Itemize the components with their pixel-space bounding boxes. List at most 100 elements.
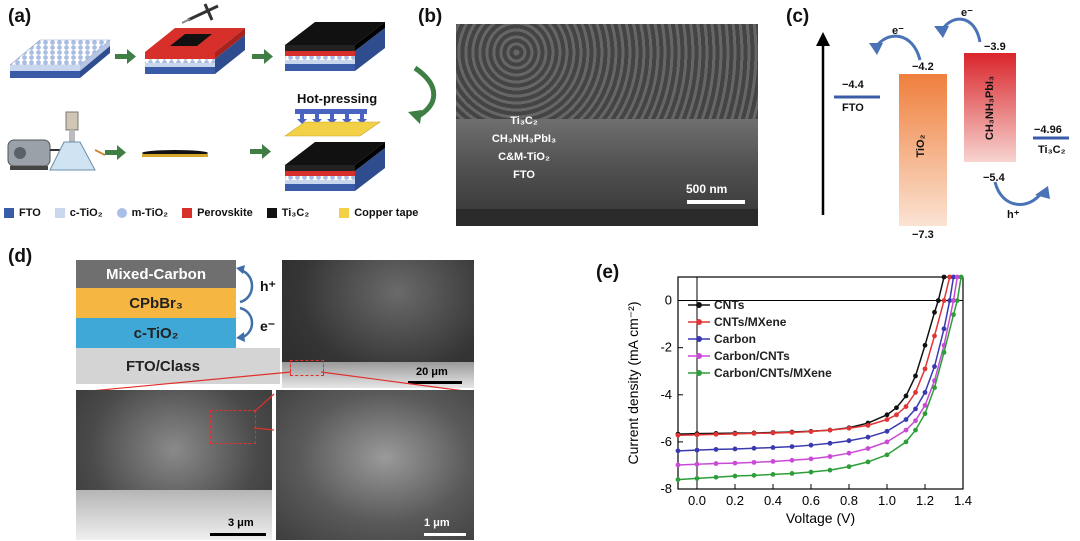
series-point-2 [941,326,947,332]
series-point-1 [732,431,738,437]
charge-arrows-d [236,265,254,342]
series-point-2 [827,440,833,446]
legend-perovskite-label: Perovskite [197,207,253,219]
hot-pressing-arrows [284,109,381,137]
series-point-3 [865,446,871,451]
ti3c2-value: −4.96 [1034,124,1062,136]
fto-label: FTO [842,102,864,114]
jv-chart: 0.0 0.2 0.4 0.6 0.8 1.0 1.2 1.4 0 -2 -4 -6 -8 Voltage… [625,274,972,526]
series-point-0 [903,393,909,399]
series-point-4 [751,472,757,478]
series-point-1 [694,432,700,438]
scale-bar-d3 [424,533,466,536]
x-tick-label: 0.0 [688,493,706,508]
pipette-icon [181,3,219,24]
layer-c-tio2: c-TiO₂ [76,318,236,348]
panel-a-legend: FTO c-TiO₂ m-TiO₂ Perovskite Ti₃C₂ Coppe… [4,207,418,219]
series-point-2 [846,438,852,444]
x-tick-label: 0.6 [802,493,820,508]
y-tick-label: 0 [665,293,672,308]
panel-e-label: (e) [596,262,620,283]
stack-2-perovskite [145,28,245,74]
series-point-4 [732,473,738,479]
electron-arrow-2 [940,17,982,43]
x-tick-label: 0.2 [726,493,744,508]
series-point-2 [694,447,700,453]
sem-b-layer-perovskite: CH₃NH₃PbI₃ [491,133,557,145]
series-line-4 [677,276,962,481]
series-point-3 [675,462,681,468]
stack-1-substrate [9,39,111,78]
legend-label-0: CNTs [714,298,745,312]
series-point-1 [713,431,719,437]
series-point-3 [694,461,700,467]
series-point-1 [675,432,681,438]
electron-label-1: e⁻ [892,25,904,37]
series-point-4 [922,411,928,417]
fto-value: −4.4 [842,79,864,91]
series-point-3 [713,461,719,466]
series-point-3 [751,459,757,465]
hole-arrow [993,181,1044,206]
series-point-1 [751,431,757,436]
series-point-4 [694,476,700,481]
tio2-label: TiO₂ [915,134,927,158]
series-point-1 [846,425,852,431]
series-point-2 [913,406,918,412]
series-point-3 [954,274,960,280]
series-point-4 [713,474,719,480]
series-point-3 [732,460,738,466]
perovskite-band [964,53,1016,162]
series-point-4 [913,427,918,433]
perovskite-vb-value: −5.4 [983,172,1005,184]
film-strip [142,150,208,157]
legend-perovskite: Perovskite [182,207,253,219]
series-point-2 [951,274,956,280]
series-point-0 [922,342,928,348]
series-point-0 [935,298,941,303]
sem-d1-inset-box [290,360,324,376]
series-point-4 [846,464,852,470]
series-point-4 [941,349,947,355]
ti3c2-label: Ti₃C₂ [1038,144,1066,156]
series-point-1 [865,423,871,428]
series-point-4 [954,298,960,303]
tio2-cb-value: −4.2 [912,61,934,73]
energy-diagram [816,17,1069,226]
series-point-1 [789,430,795,435]
series-point-4 [865,459,871,465]
legend-m-tio2: m-TiO₂ [116,207,169,219]
series-point-0 [894,405,899,411]
scale-text-b: 500 nm [686,182,728,196]
legend-ti3c2: Ti₃C₂ [266,207,309,219]
legend-marker-4 [696,370,702,376]
legend-label-1: CNTs/MXene [714,315,787,329]
series-point-1 [941,298,947,303]
series-point-3 [846,450,852,456]
sem-b-middle-layer [456,119,758,209]
sem-image-d3: 1 μm [276,390,474,540]
series-point-3 [808,456,814,462]
stack-3-complete [285,22,385,71]
series-point-0 [884,412,890,418]
series-point-0 [941,274,947,280]
panel-b-label: (b) [418,6,443,27]
series-point-3 [789,457,795,463]
legend-c-tio2-label: c-TiO₂ [69,207,103,219]
legend-label-2: Carbon [714,332,756,346]
sem-b-layer-labels: Ti₃C₂ CH₃NH₃PbI₃ C&M-TiO₂ FTO [474,112,574,184]
series-point-4 [932,385,937,391]
series-point-4 [951,312,956,318]
legend-perovskite-swatch [182,208,193,218]
series-point-1 [913,390,918,395]
x-tick-label: 1.4 [954,493,972,508]
series-point-2 [770,445,776,450]
legend-m-tio2-label: m-TiO₂ [131,207,169,219]
layer-mixed-carbon: Mixed-Carbon [76,260,236,288]
series-point-1 [827,427,833,433]
y-tick-label: -4 [660,387,672,402]
series-point-1 [922,366,928,372]
hole-label-c: h⁺ [1007,209,1020,221]
electron-label-2: e⁻ [961,7,973,19]
series-point-2 [922,390,928,395]
